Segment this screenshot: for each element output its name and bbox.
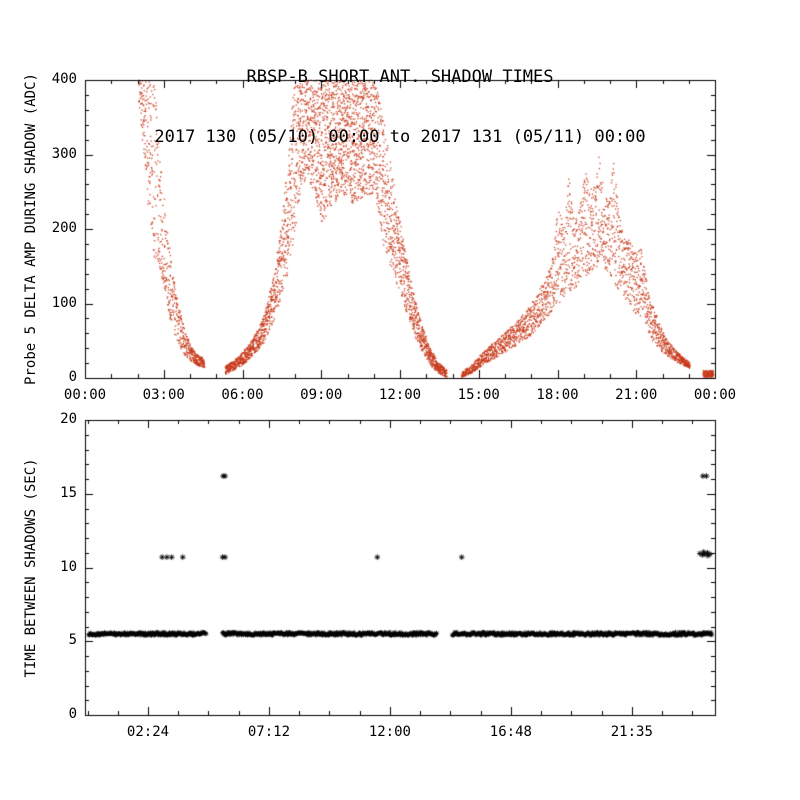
chart-subtitle: 2017 130 (05/10) 00:00 to 2017 131 (05/1…: [154, 127, 646, 147]
chart-titles: RBSP-B SHORT ANT. SHADOW TIMES 2017 130 …: [0, 27, 800, 187]
chart-title: RBSP-B SHORT ANT. SHADOW TIMES: [246, 67, 554, 87]
y-axis-label-bottom: TIME BETWEEN SHADOWS (SEC): [23, 458, 39, 678]
